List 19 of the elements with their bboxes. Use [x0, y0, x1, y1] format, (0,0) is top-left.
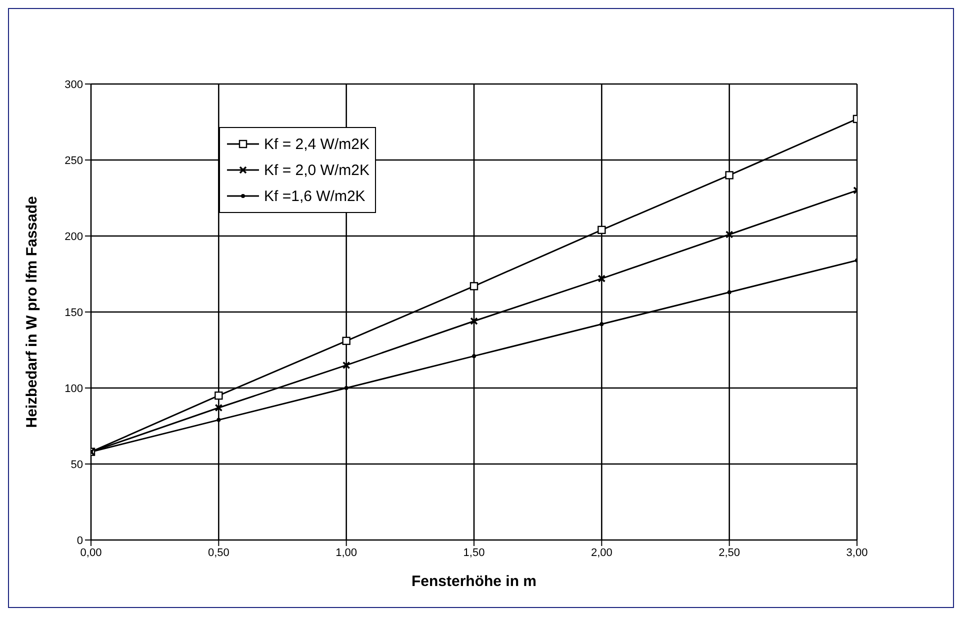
y-tick-label: 250	[64, 154, 83, 167]
x-tick-label: 2,50	[718, 546, 740, 559]
legend-label: Kf = 2,0 W/m2K	[264, 162, 370, 178]
x-tick-label: 1,00	[336, 546, 358, 559]
x-tick-label: 0,00	[80, 546, 102, 559]
y-tick-label: 50	[70, 458, 83, 471]
y-tick-label: 300	[64, 78, 83, 91]
x-axis-title: Fensterhöhe in m	[411, 573, 537, 590]
y-axis-title: Heizbedarf in W pro lfm Fassade	[23, 196, 40, 428]
legend-label: Kf =1,6 W/m2K	[264, 188, 366, 204]
legend-label: Kf = 2,4 W/m2K	[264, 136, 370, 152]
x-tick-label: 3,00	[846, 546, 868, 559]
y-tick-label: 0	[76, 534, 83, 547]
x-tick-label: 1,50	[463, 546, 485, 559]
x-tick-label: 2,00	[590, 546, 612, 559]
y-tick-label: 200	[64, 230, 83, 243]
y-tick-label: 100	[64, 382, 83, 395]
x-tick-label: 0,50	[208, 546, 230, 559]
y-tick-label: 150	[64, 306, 83, 319]
